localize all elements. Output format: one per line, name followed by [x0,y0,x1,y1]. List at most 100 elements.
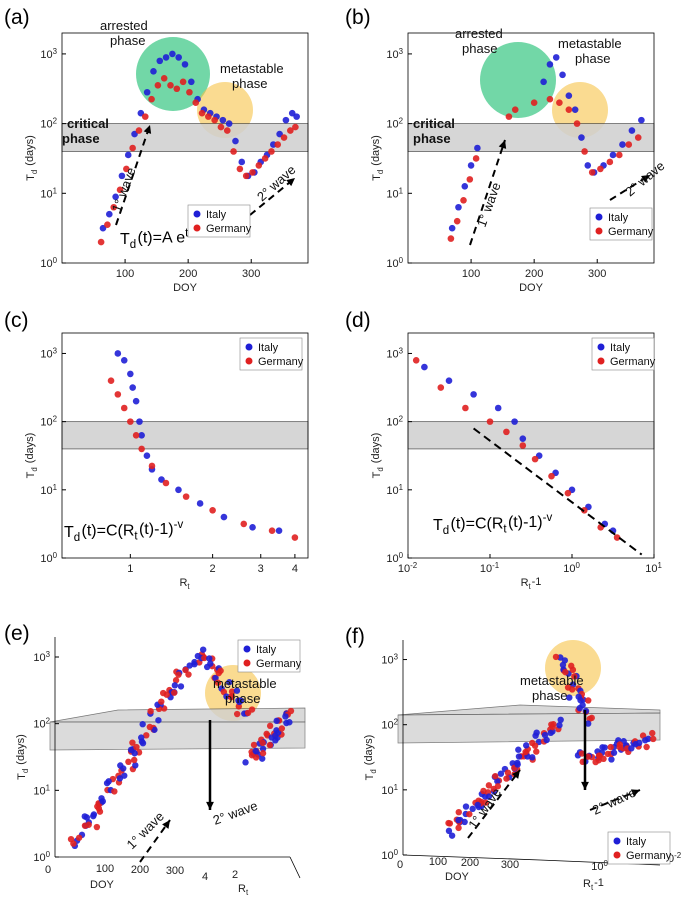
panel-f-panel-label: (f) [345,625,365,648]
panel-b-point-italy-11 [578,134,585,141]
panel-e-point-germany-111 [228,693,235,701]
panel-a-point-germany-31 [292,123,299,131]
panel-f-legend-box [607,831,671,865]
panel-e-point-germany-47 [133,743,140,751]
panel-a-point-germany-10 [160,75,168,82]
panel-a-legend-label-0: Italy [206,209,227,221]
panel-d-critical-band [407,421,655,450]
panel-d-point-italy-3 [494,404,502,412]
panel-a-point-germany-5 [129,144,136,152]
panel-b-ytick-1: 101 [386,186,404,202]
panel-c-point-italy-7 [143,452,151,460]
panel-e-point-italy-154 [286,719,293,726]
panel-e-zaxis [289,856,301,879]
panel-a-point-germany-9 [154,81,162,89]
panel-f-ytick-2: 102 [381,718,399,734]
panel-a-legend: Italy Germany [187,204,252,238]
panel-b-xtick-2: 300 [588,268,606,280]
panel-d-point-germany-3 [486,418,494,425]
panel-f-point-germany-3 [446,820,454,827]
panel-f-wave2-label: 2° wave [590,785,638,818]
panel-e-point-germany-119 [244,709,252,717]
panel-e-point-germany-81 [182,666,189,674]
panel-a-wave2-arrow-shaft [249,177,296,216]
panel-d-point-italy-1 [445,377,453,385]
panel-a-point-germany-15 [192,99,200,106]
panel-f-point-germany-111 [588,714,595,722]
panel-f-point-germany-41 [504,769,512,776]
panel-e-point-germany-129 [250,741,258,749]
panel-e-ytick-3: 103 [33,650,51,666]
panel-e-xtick-3: 300 [166,865,184,877]
panel-f-point-italy-14 [469,805,476,813]
panel-e-point-germany-71 [171,689,178,696]
panel-f-point-italy-56 [529,754,536,761]
panel-b-point-italy-7 [552,54,560,61]
panel-f-point-italy-96 [566,694,573,701]
panel-f-point-italy-104 [577,697,584,704]
panel-c-xtick-1: 2 [210,563,216,575]
panel-f-wave1-arrow [467,769,521,839]
panel-f-ytick-1: 101 [381,783,399,799]
panel-a-point-italy-22 [238,158,246,166]
panel-b-metastable-label-2: phase [575,51,610,66]
panel-e-metastable-label-1: metastable [213,676,277,691]
panel-a-xtick-0: 100 [116,268,134,280]
panel-c-xtick-3: 4 [292,563,298,575]
panel-c-point-germany-3 [127,418,134,425]
panel-a-legend-marker-0 [193,210,201,218]
panel-f-point-germany-59 [522,748,529,756]
panel-e-wave1-label: 1° wave [124,809,167,852]
panel-c-point-italy-3 [129,384,136,391]
panel-a-point-italy-4 [124,151,132,159]
panel-c-legend-box [239,337,303,371]
panel-b-point-italy-10 [571,106,579,113]
panel-f-point-germany-133 [607,743,614,751]
panel-e-point-germany-9 [85,821,92,828]
panel-f-wave2-arrow [589,789,641,811]
panel-e-point-germany-137 [259,739,266,747]
panel-b-point-italy-18 [638,116,645,124]
panel-e-drop-arrow-head [206,801,214,810]
panel-e-xtick-2: 200 [131,864,149,876]
panel-b-wave1-label: 1° wave [474,180,504,229]
panel-d-xlabel: Rt -1 [521,576,542,591]
panel-a-ytick-3: 103 [40,47,58,63]
panel-e-point-italy-28 [105,778,112,785]
panel-c-ylabel: Td (days) [24,433,39,479]
panel-b-point-germany-0 [447,235,455,242]
panel-e-ztick-1: 2 [232,869,238,881]
panel-d-ylabel: Td (days) [370,433,385,479]
panel-e-point-italy-126 [259,755,266,762]
panel-d-panel-label: (d) [345,309,371,332]
panel-a-wave1-label: 1° wave [109,165,139,214]
panel-f-point-italy-0 [448,832,456,839]
panel-b-point-italy-9 [565,92,573,100]
panel-a-point-germany-8 [148,95,155,103]
panel-f-xtick-3: 300 [501,859,519,871]
panel-e-point-germany-127 [252,754,260,761]
panel-a-point-italy-2 [112,193,119,201]
panel-f-wave1-arrow-shaft [467,769,521,839]
panel-f-metastable-label-2: phase [532,688,567,703]
panel-a-point-germany-19 [217,123,225,131]
panel-e-point-italy-106 [223,693,230,700]
panel-a-metastable-label-1: metastable [220,61,284,76]
panel-c-point-italy-2 [127,370,134,378]
panel-a-point-italy-30 [288,109,296,117]
panel-b-point-germany-1 [453,217,461,225]
panel-c-point-italy-6 [138,431,145,439]
panel-f-point-germany-81 [552,653,560,661]
panel-b-point-italy-2 [461,183,469,190]
panel-f-point-italy-2 [445,827,453,835]
panel-d-legend-label-0: Italy [610,342,631,354]
panel-c-point-germany-4 [132,431,140,439]
panel-a-wave2-arrow [249,177,296,216]
panel-a-point-germany-2 [110,203,118,211]
panel-e-wave2-label: 2° wave [211,798,260,828]
panel-d-point-germany-0 [412,356,420,364]
panel-a-point-germany-3 [116,186,124,194]
panel-a-point-italy-21 [232,137,239,145]
panel-f-point-italy-72 [541,731,549,739]
